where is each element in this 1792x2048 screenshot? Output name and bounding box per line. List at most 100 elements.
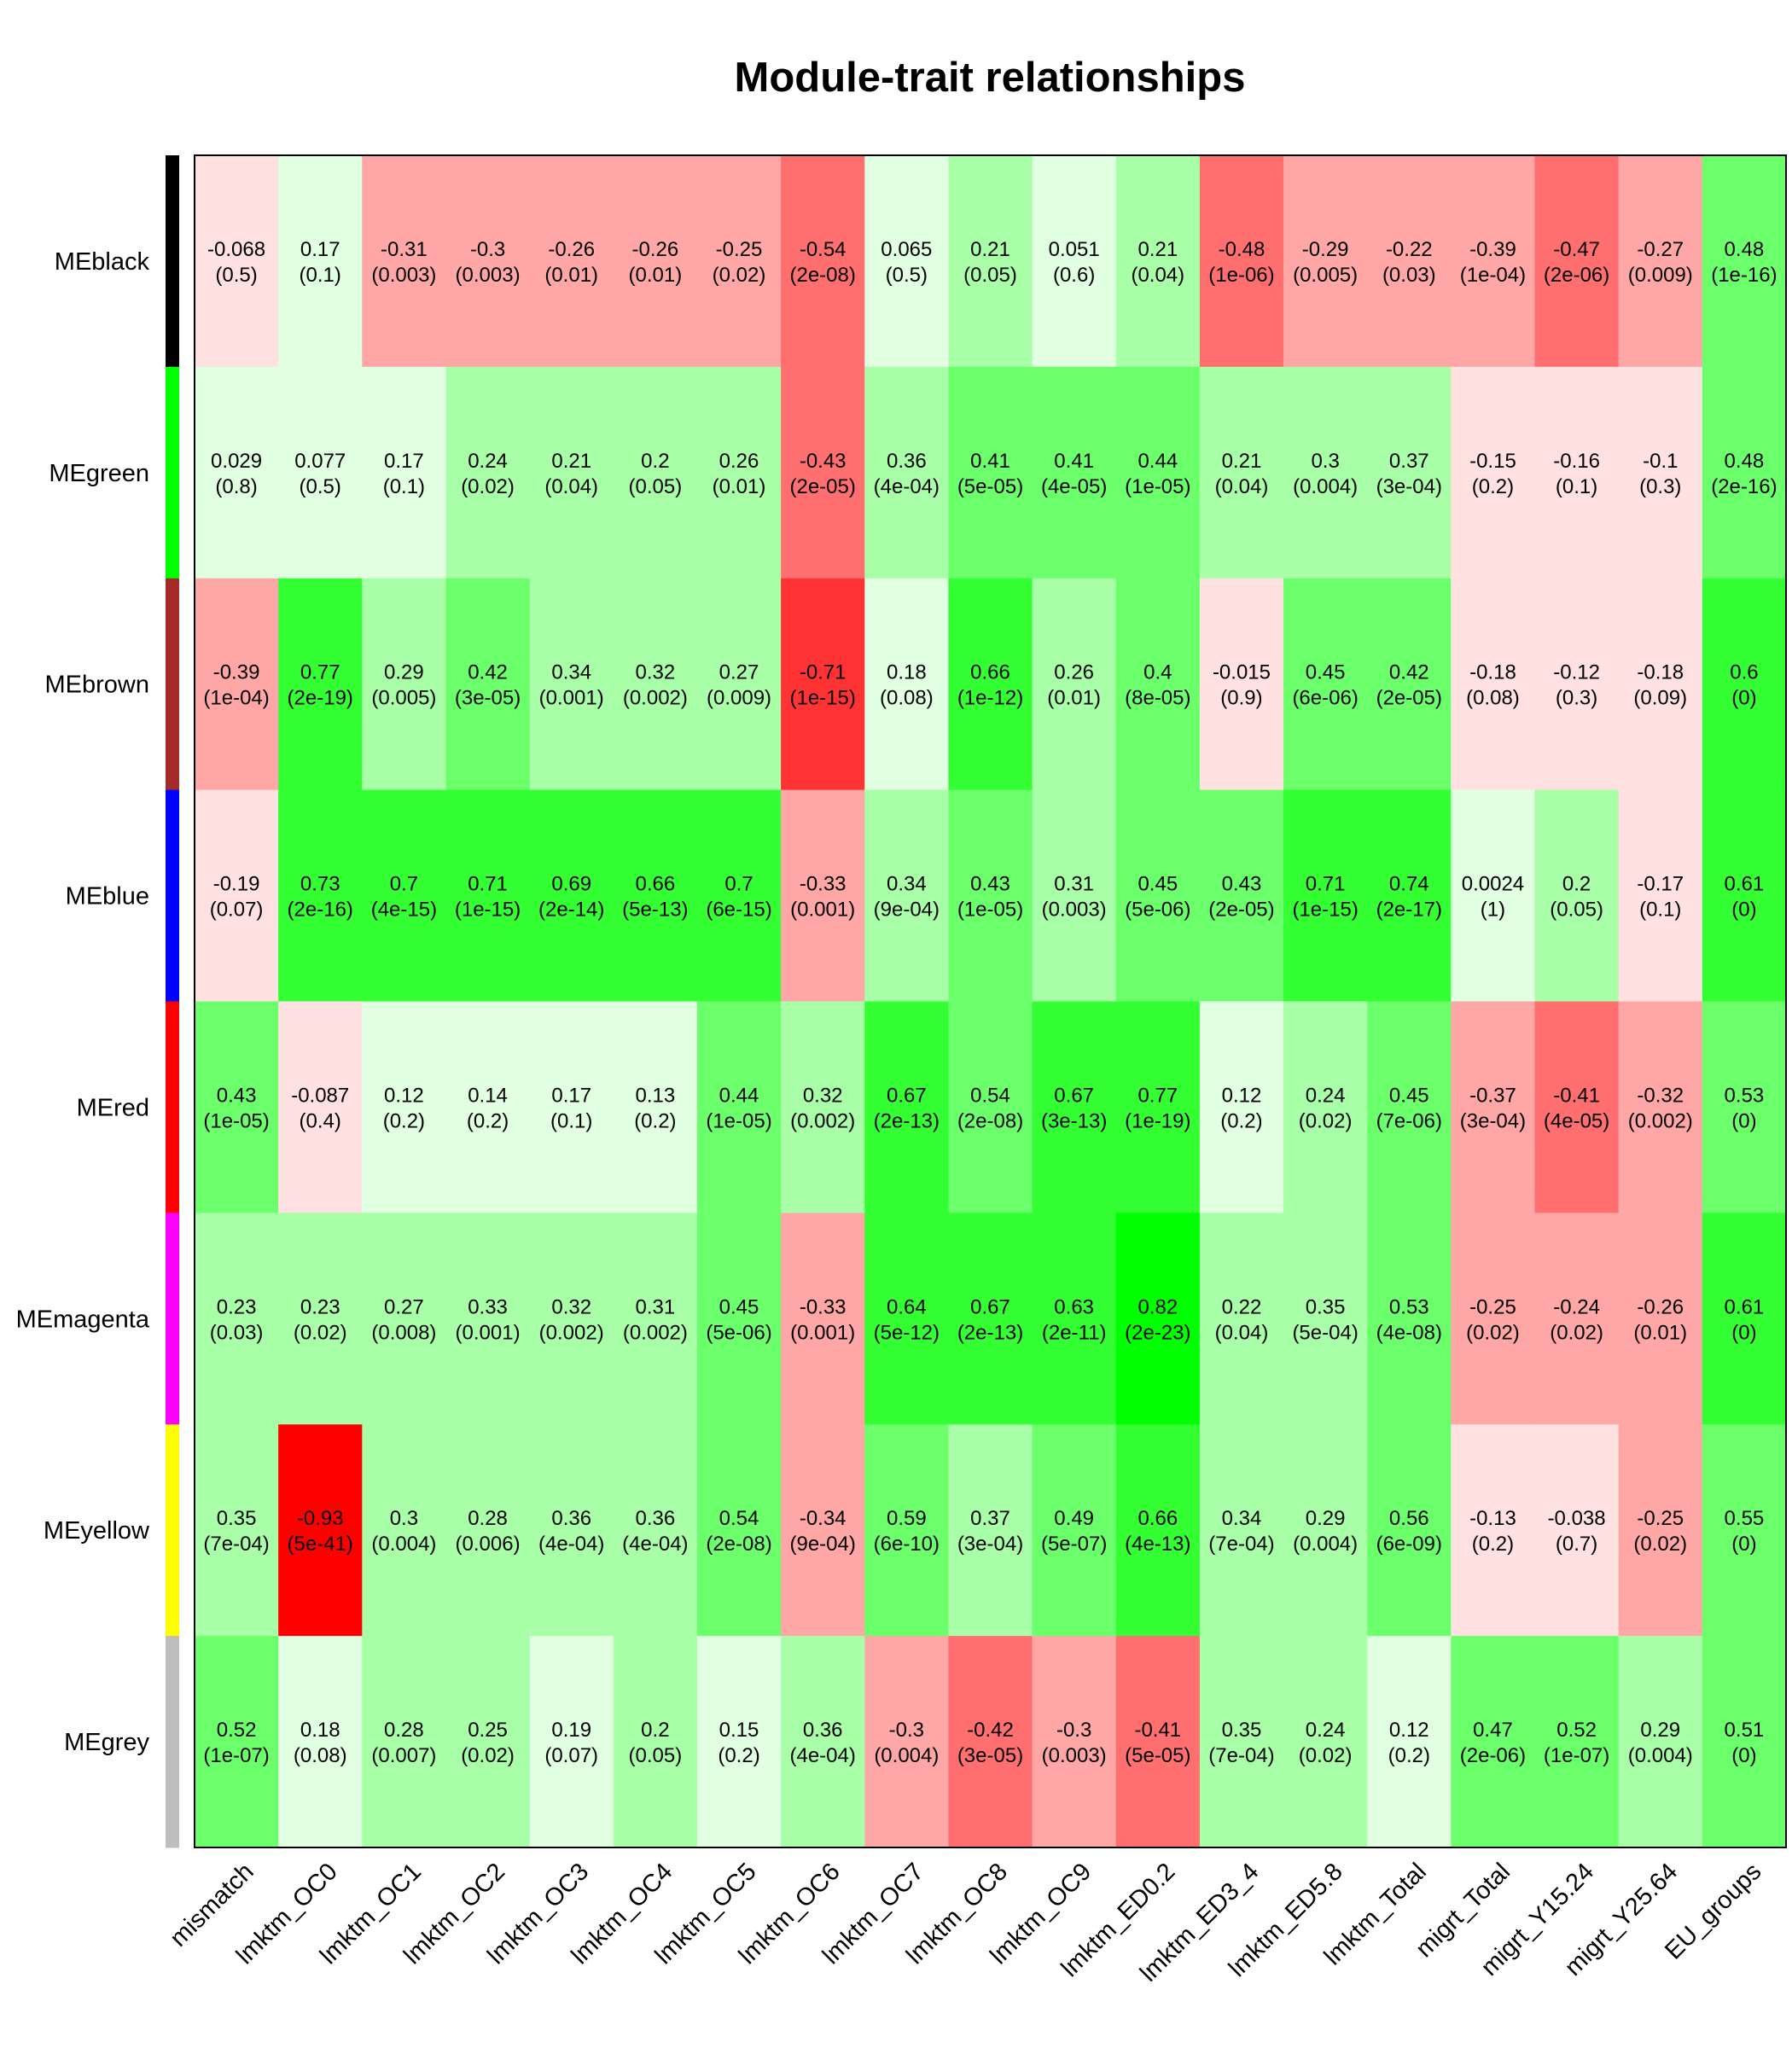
cell-correlation: 0.31 <box>636 1295 676 1318</box>
cell-correlation: 0.37 <box>1389 450 1429 473</box>
cell-correlation: 0.18 <box>887 661 927 684</box>
cell-correlation: 0.54 <box>970 1084 1010 1107</box>
cell-correlation: -0.39 <box>1469 238 1516 261</box>
cell-pvalue: (0) <box>1731 687 1756 710</box>
cell-pvalue: (0.9) <box>1220 687 1262 710</box>
cell-correlation: 0.3 <box>1311 450 1339 473</box>
cell-pvalue: (0) <box>1731 1744 1756 1767</box>
module-color-bar-mered <box>166 1001 179 1213</box>
cell-pvalue: (0.03) <box>210 1321 264 1344</box>
heatmap-cell <box>1283 1213 1368 1425</box>
cell-correlation: -0.22 <box>1386 238 1433 261</box>
cell-correlation: 0.27 <box>384 1295 424 1318</box>
cell-correlation: 0.34 <box>551 661 591 684</box>
cell-pvalue: (0.01) <box>1047 687 1101 710</box>
heatmap-cell <box>195 366 279 579</box>
heatmap-cell <box>445 366 531 579</box>
cell-pvalue: (4e-04) <box>789 1744 855 1767</box>
heatmap-cell <box>1451 1001 1536 1213</box>
heatmap-cell <box>781 1424 865 1637</box>
heatmap-cell <box>781 155 865 368</box>
cell-correlation: -0.29 <box>1302 238 1349 261</box>
cell-pvalue: (2e-13) <box>874 1109 940 1132</box>
heatmap-cell <box>529 789 614 1003</box>
cell-pvalue: (0.02) <box>461 475 515 498</box>
cell-pvalue: (2e-06) <box>1460 1744 1526 1767</box>
cell-pvalue: (0.001) <box>539 687 604 710</box>
cell-pvalue: (0.009) <box>1628 264 1693 287</box>
cell-correlation: 0.77 <box>1137 1084 1178 1107</box>
cell-pvalue: (3e-04) <box>1376 475 1442 498</box>
cell-pvalue: (2e-06) <box>1544 264 1609 287</box>
heatmap-cell <box>1283 366 1368 579</box>
heatmap-cell <box>696 1424 782 1637</box>
cell-pvalue: (0.04) <box>1215 1321 1269 1344</box>
cell-correlation: -0.48 <box>1219 238 1265 261</box>
cell-pvalue: (0.003) <box>371 264 436 287</box>
cell-pvalue: (6e-06) <box>1292 687 1358 710</box>
cell-correlation: 0.66 <box>1137 1507 1178 1530</box>
heatmap-cell <box>1618 366 1703 579</box>
heatmap-cell <box>1199 578 1284 791</box>
cell-pvalue: (2e-19) <box>288 687 353 710</box>
heatmap-cell <box>362 366 447 579</box>
heatmap-cell <box>362 155 447 368</box>
heatmap-cell <box>1199 366 1284 579</box>
cell-pvalue: (5e-07) <box>1041 1533 1107 1556</box>
heatmap-cell <box>278 1636 363 1848</box>
cell-correlation: -0.54 <box>800 238 847 261</box>
cell-pvalue: (2e-08) <box>789 264 855 287</box>
heatmap-cell <box>1702 1636 1787 1848</box>
cell-pvalue: (0.2) <box>1472 475 1514 498</box>
heatmap-cell <box>613 1001 698 1213</box>
cell-correlation: 0.69 <box>551 873 591 896</box>
cell-correlation: -0.17 <box>1637 873 1684 896</box>
heatmap-cell <box>278 1213 363 1425</box>
cell-correlation: -0.18 <box>1637 661 1684 684</box>
cell-pvalue: (0.01) <box>1633 1321 1687 1344</box>
cell-pvalue: (9e-04) <box>789 1533 855 1556</box>
heatmap-cell <box>1618 1001 1703 1213</box>
heatmap-cell <box>1367 1213 1452 1425</box>
module-color-bar-mebrown <box>166 578 179 791</box>
cell-correlation: -0.25 <box>1469 1295 1516 1318</box>
heatmap-cell <box>1367 366 1452 579</box>
cell-pvalue: (4e-13) <box>1125 1533 1190 1556</box>
heatmap-cell <box>696 366 782 579</box>
heatmap-cell <box>781 789 865 1003</box>
heatmap-cell <box>613 789 698 1003</box>
heatmap-cell <box>1283 1636 1368 1848</box>
cell-pvalue: (0.05) <box>629 1744 683 1767</box>
heatmap-cell <box>445 155 531 368</box>
cell-pvalue: (0.01) <box>713 475 766 498</box>
heatmap-cells: -0.068(0.5)0.17(0.1)-0.31(0.003)-0.3(0.0… <box>195 155 1787 1848</box>
heatmap-cell <box>1032 1001 1117 1213</box>
heatmap-cell <box>1618 155 1703 368</box>
heatmap-cell <box>864 1424 950 1637</box>
heatmap-cell <box>1451 1424 1536 1637</box>
heatmap-cell <box>278 155 363 368</box>
heatmap-cell <box>195 1001 279 1213</box>
heatmap-cell <box>1702 578 1787 791</box>
module-color-bar-meyellow <box>166 1424 179 1637</box>
cell-pvalue: (1e-07) <box>203 1744 269 1767</box>
cell-pvalue: (0) <box>1731 1109 1756 1132</box>
cell-correlation: 0.44 <box>719 1084 759 1107</box>
heatmap-cell <box>696 1636 782 1848</box>
cell-pvalue: (0.2) <box>718 1744 759 1767</box>
cell-correlation: -0.015 <box>1213 661 1271 684</box>
heatmap-cell <box>948 1213 1033 1425</box>
heatmap-cell <box>1115 1424 1201 1637</box>
heatmap-cell <box>1618 1213 1703 1425</box>
cell-correlation: 0.35 <box>1222 1719 1262 1742</box>
cell-correlation: 0.36 <box>803 1719 843 1742</box>
cell-pvalue: (7e-04) <box>1208 1744 1274 1767</box>
cell-correlation: -0.26 <box>1637 1295 1684 1318</box>
cell-correlation: 0.66 <box>636 873 676 896</box>
cell-pvalue: (1e-12) <box>957 687 1023 710</box>
cell-correlation: 0.29 <box>1640 1719 1680 1742</box>
cell-pvalue: (0.02) <box>294 1321 347 1344</box>
cell-correlation: 0.21 <box>551 450 591 473</box>
cell-correlation: 0.27 <box>719 661 759 684</box>
cell-correlation: -0.068 <box>207 238 265 261</box>
